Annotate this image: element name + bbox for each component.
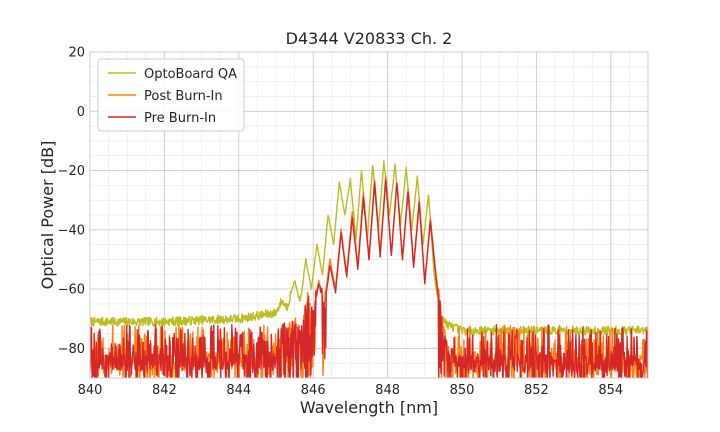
x-tick-label: 854 <box>598 383 623 398</box>
x-tick-label: 852 <box>524 383 549 398</box>
y-tick-labels: 20 0 −20 −40 −60 −80 <box>58 46 85 357</box>
x-tick-label: 844 <box>226 383 251 398</box>
x-axis-label: Wavelength [nm] <box>300 398 438 417</box>
x-tick-label: 842 <box>152 383 177 398</box>
series-layer <box>90 160 648 378</box>
plot-frame <box>89 51 649 379</box>
legend-label-post-burn-in: Post Burn-In <box>144 89 223 104</box>
series-line-optoboard-qa <box>90 160 648 336</box>
y-tick-label: 0 <box>77 105 85 120</box>
x-tick-label: 850 <box>450 383 475 398</box>
legend-box <box>97 58 245 132</box>
y-tick-label: −80 <box>58 342 85 357</box>
x-tick-label: 840 <box>78 383 103 398</box>
y-tick-label: −20 <box>58 164 85 179</box>
x-tick-labels: 840 842 844 846 848 850 852 854 <box>78 383 624 398</box>
x-tick-label: 846 <box>301 383 326 398</box>
legend: OptoBoard QA Post Burn-In Pre Burn-In <box>97 58 245 132</box>
y-tick-label: −40 <box>58 223 85 238</box>
legend-label-pre-burn-in: Pre Burn-In <box>144 111 216 126</box>
legend-label-optoboard-qa: OptoBoard QA <box>144 67 237 82</box>
y-tick-label: 20 <box>68 46 85 61</box>
chart-title: D4344 V20833 Ch. 2 <box>286 29 453 48</box>
series-line-pre-burn-in <box>90 179 648 378</box>
y-axis-label: Optical Power [dB] <box>38 141 57 290</box>
y-tick-label: −60 <box>58 283 85 298</box>
x-tick-label: 848 <box>375 383 400 398</box>
